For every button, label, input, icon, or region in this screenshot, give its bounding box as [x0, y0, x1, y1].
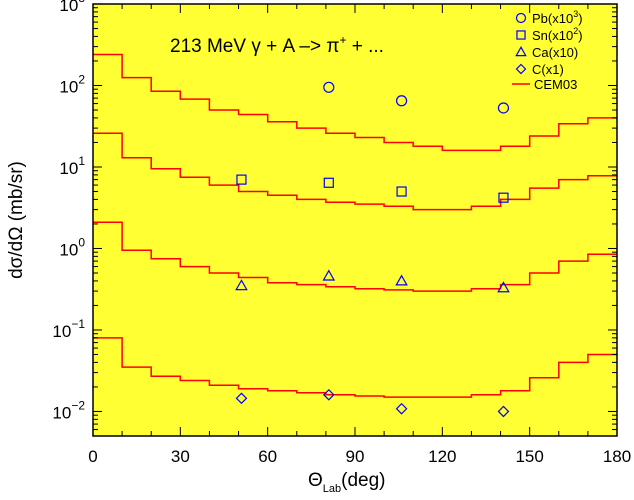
data-point-triangle-3	[497, 281, 510, 293]
x-tick-label: 30	[171, 447, 190, 466]
x-axis-label-subscript: Lab	[323, 483, 341, 495]
legend-label-base: Pb(x10	[532, 11, 573, 26]
y-axis-label: dσ/dΩ (mb/sr)	[6, 161, 27, 279]
legend-label: Pb(x103)	[532, 9, 583, 26]
legend-model-label: CEM03	[534, 77, 577, 92]
data-point-triangle-2	[395, 274, 408, 286]
legend-marker-square	[516, 30, 526, 40]
legend-marker-diamond	[515, 63, 527, 75]
plot-area-background	[93, 4, 617, 436]
y-tick-label-base: 10	[52, 322, 71, 341]
y-tick-label-base: 10	[59, 0, 78, 15]
y-tick-label-exponent: 1	[78, 154, 85, 168]
x-tick-label: 0	[88, 447, 97, 466]
x-axis-label-suffix: (deg)	[341, 470, 385, 491]
y-tick-label: 10−1	[52, 317, 85, 341]
legend-label-base: C(x1)	[532, 62, 564, 77]
y-tick-label: 102	[59, 72, 85, 96]
data-point-square-2	[396, 186, 407, 197]
y-tick-label-base: 10	[59, 77, 78, 96]
legend-marker-circle	[515, 12, 527, 24]
legend-label-suffix: )	[578, 11, 582, 26]
data-point-diamond-3	[497, 405, 510, 418]
y-tick-label-exponent: −1	[71, 317, 85, 331]
data-point-circle-0	[323, 81, 335, 93]
chart-title: 213 MeV γ + A –> π+ + ...	[170, 33, 384, 57]
y-tick-label: 103	[59, 0, 85, 15]
y-tick-label-base: 10	[59, 240, 78, 259]
data-point-diamond-1	[322, 388, 335, 401]
data-point-square-3	[498, 192, 509, 203]
y-tick-label-base: 10	[59, 159, 78, 178]
data-points	[235, 81, 510, 418]
model-histogram-2	[93, 221, 617, 292]
model-histogram-3	[93, 337, 617, 398]
data-point-circle-1	[395, 95, 408, 107]
y-tick-label-base: 10	[52, 403, 71, 422]
legend-label: C(x1)	[532, 62, 564, 77]
data-point-diamond-2	[395, 402, 408, 415]
data-point-circle-2	[497, 102, 510, 114]
axis-ticks	[92, 3, 618, 437]
x-axis-label: ΘLab(deg)	[308, 470, 386, 495]
x-tick-label: 90	[346, 447, 365, 466]
legend-label: Ca(x10)	[532, 45, 578, 60]
data-point-diamond-0	[235, 392, 248, 405]
legend-label-suffix: )	[578, 28, 582, 43]
y-tick-label: 101	[59, 154, 85, 178]
x-tick-label: 60	[258, 447, 277, 466]
legend-label-base: Sn(x10	[532, 28, 573, 43]
chart-title-superscript: +	[339, 33, 346, 47]
chart-title-suffix: + ...	[346, 36, 384, 57]
legend-label-exponent: 3	[573, 9, 578, 19]
model-histogram-1	[93, 132, 617, 211]
y-tick-label: 100	[59, 235, 85, 259]
x-tick-labels: 0 30 60 90 120 150 180	[88, 447, 631, 466]
data-point-square-1	[323, 177, 334, 188]
y-tick-label-exponent: −2	[71, 398, 85, 412]
data-point-square-0	[236, 174, 247, 185]
x-axis-label-main: Θ	[308, 470, 323, 491]
legend-label-base: Ca(x10)	[532, 45, 578, 60]
cem03-histograms	[93, 53, 617, 398]
y-tick-label-exponent: 0	[78, 235, 85, 249]
y-tick-label-exponent: 2	[78, 72, 85, 86]
y-tick-label-exponent: 3	[78, 0, 85, 5]
legend-marker-triangle	[515, 46, 527, 57]
model-histogram-0	[93, 53, 617, 152]
legend-label: Sn(x102)	[532, 26, 583, 43]
x-tick-label: 120	[428, 447, 456, 466]
y-tick-labels: 10−210−1100101102103	[52, 0, 85, 422]
chart-title-main: 213 MeV γ + A –> π	[170, 36, 339, 57]
legend: Pb(x103)Sn(x102)Ca(x10)C(x1)CEM03	[512, 9, 583, 92]
legend-label-exponent: 2	[573, 26, 578, 36]
x-tick-label: 180	[603, 447, 631, 466]
y-tick-label: 10−2	[52, 398, 85, 422]
x-tick-label: 150	[515, 447, 543, 466]
data-point-triangle-1	[322, 269, 336, 281]
data-point-triangle-0	[235, 279, 248, 291]
